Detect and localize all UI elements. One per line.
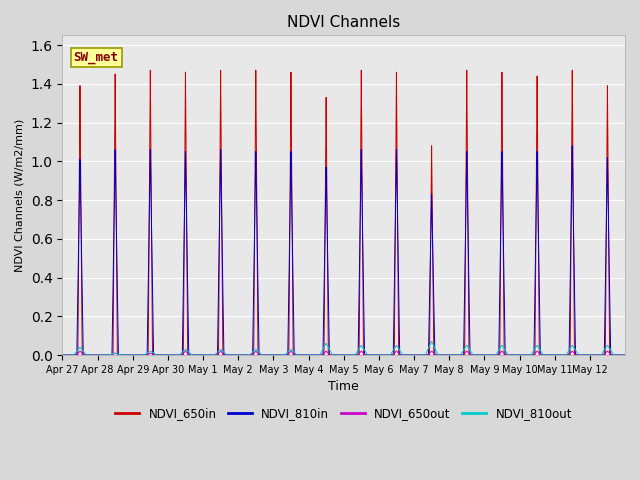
- NDVI_650in: [252, 120, 260, 126]
- NDVI_810in: [59, 352, 67, 358]
- NDVI_650out: [621, 352, 629, 358]
- NDVI_810out: [621, 352, 629, 358]
- Title: NDVI Channels: NDVI Channels: [287, 15, 401, 30]
- NDVI_650out: [214, 351, 221, 357]
- Text: SW_met: SW_met: [74, 51, 118, 64]
- NDVI_650in: [494, 352, 502, 358]
- NDVI_810in: [252, 172, 260, 178]
- NDVI_650out: [252, 348, 260, 354]
- Line: NDVI_810out: NDVI_810out: [63, 341, 625, 355]
- NDVI_810out: [59, 352, 67, 358]
- NDVI_810out: [214, 349, 221, 355]
- NDVI_650in: [147, 67, 154, 73]
- NDVI_650in: [214, 352, 221, 358]
- NDVI_810out: [573, 349, 580, 355]
- NDVI_810in: [214, 349, 221, 355]
- NDVI_810out: [494, 349, 502, 355]
- NDVI_650in: [573, 352, 580, 358]
- X-axis label: Time: Time: [328, 380, 359, 393]
- Line: NDVI_810in: NDVI_810in: [63, 146, 625, 355]
- NDVI_650out: [573, 352, 580, 358]
- NDVI_810in: [109, 312, 116, 317]
- NDVI_650out: [109, 351, 116, 357]
- Line: NDVI_650in: NDVI_650in: [63, 70, 625, 355]
- NDVI_650out: [59, 352, 67, 358]
- NDVI_810out: [109, 351, 116, 357]
- Line: NDVI_650out: NDVI_650out: [63, 351, 625, 355]
- NDVI_650in: [621, 352, 629, 358]
- NDVI_810in: [535, 251, 543, 256]
- NDVI_650in: [109, 352, 116, 358]
- NDVI_810in: [494, 352, 502, 358]
- NDVI_650in: [59, 352, 67, 358]
- NDVI_810in: [573, 352, 580, 358]
- NDVI_650out: [494, 352, 502, 358]
- NDVI_810in: [568, 143, 576, 149]
- NDVI_810in: [621, 352, 629, 358]
- Legend: NDVI_650in, NDVI_810in, NDVI_650out, NDVI_810out: NDVI_650in, NDVI_810in, NDVI_650out, NDV…: [111, 402, 577, 425]
- NDVI_650in: [535, 286, 543, 292]
- NDVI_810out: [535, 345, 543, 351]
- Y-axis label: NDVI Channels (W/m2/mm): NDVI Channels (W/m2/mm): [15, 119, 25, 272]
- NDVI_810out: [428, 338, 435, 344]
- NDVI_810out: [252, 347, 260, 352]
- NDVI_650out: [76, 348, 84, 354]
- NDVI_650out: [535, 350, 543, 356]
